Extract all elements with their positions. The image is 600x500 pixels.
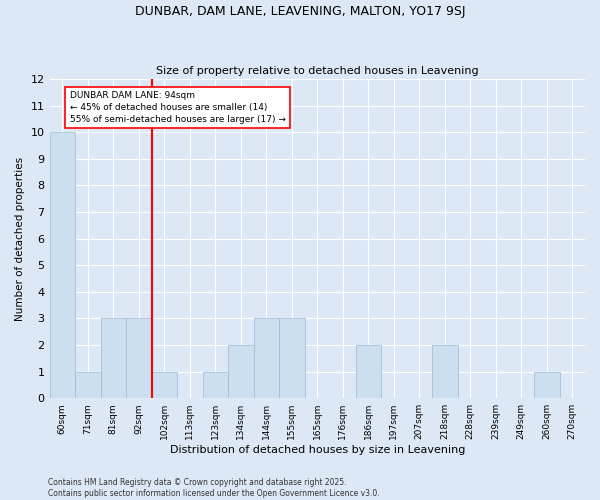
X-axis label: Distribution of detached houses by size in Leavening: Distribution of detached houses by size … — [170, 445, 465, 455]
Y-axis label: Number of detached properties: Number of detached properties — [15, 156, 25, 320]
Text: Contains HM Land Registry data © Crown copyright and database right 2025.
Contai: Contains HM Land Registry data © Crown c… — [48, 478, 380, 498]
Bar — [534, 372, 560, 398]
Bar — [152, 372, 177, 398]
Bar — [254, 318, 279, 398]
Text: DUNBAR, DAM LANE, LEAVENING, MALTON, YO17 9SJ: DUNBAR, DAM LANE, LEAVENING, MALTON, YO1… — [135, 5, 465, 18]
Bar — [356, 345, 381, 398]
Bar — [75, 372, 101, 398]
Text: DUNBAR DAM LANE: 94sqm
← 45% of detached houses are smaller (14)
55% of semi-det: DUNBAR DAM LANE: 94sqm ← 45% of detached… — [70, 91, 286, 124]
Title: Size of property relative to detached houses in Leavening: Size of property relative to detached ho… — [156, 66, 479, 76]
Bar — [228, 345, 254, 398]
Bar — [432, 345, 458, 398]
Bar — [279, 318, 305, 398]
Bar — [101, 318, 126, 398]
Bar — [50, 132, 75, 398]
Bar — [126, 318, 152, 398]
Bar — [203, 372, 228, 398]
